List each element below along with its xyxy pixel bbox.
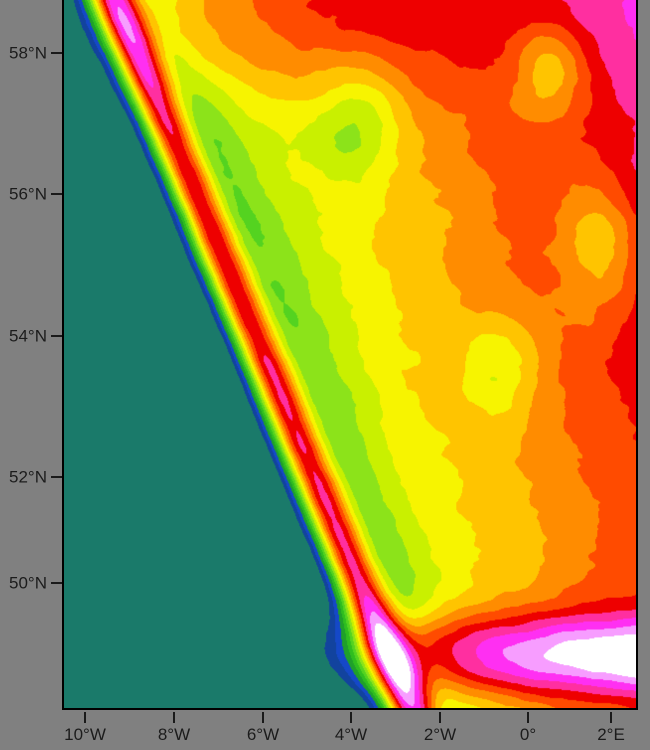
y-tick-mark (51, 52, 62, 54)
x-tick-mark (262, 712, 264, 723)
y-tick-mark (51, 193, 62, 195)
y-tick-label: 50°N (9, 573, 47, 593)
y-tick-label: 52°N (9, 467, 47, 487)
contour-map-canvas (64, 0, 636, 708)
x-tick-label: 10°W (64, 725, 106, 744)
x-tick-mark (610, 712, 612, 723)
y-tick-mark (51, 582, 62, 584)
x-tick-mark (173, 712, 175, 723)
x-tick-label: 6°W (246, 725, 280, 744)
x-tick-label: 0° (519, 725, 537, 744)
map-plot-area[interactable] (62, 0, 638, 710)
x-tick-label: 8°W (157, 725, 191, 744)
y-tick-label: 56°N (9, 184, 47, 204)
y-tick-mark (51, 335, 62, 337)
y-tick-label: 54°N (9, 326, 47, 346)
x-tick-label: 2°E (597, 725, 625, 744)
x-tick-label: 2°W (423, 725, 457, 744)
x-tick-mark (84, 712, 86, 723)
x-tick-label: 4°W (334, 725, 368, 744)
y-tick-label: 58°N (9, 43, 47, 63)
x-tick-mark (439, 712, 441, 723)
x-tick-mark (527, 712, 529, 723)
y-tick-mark (51, 476, 62, 478)
x-tick-mark (350, 712, 352, 723)
